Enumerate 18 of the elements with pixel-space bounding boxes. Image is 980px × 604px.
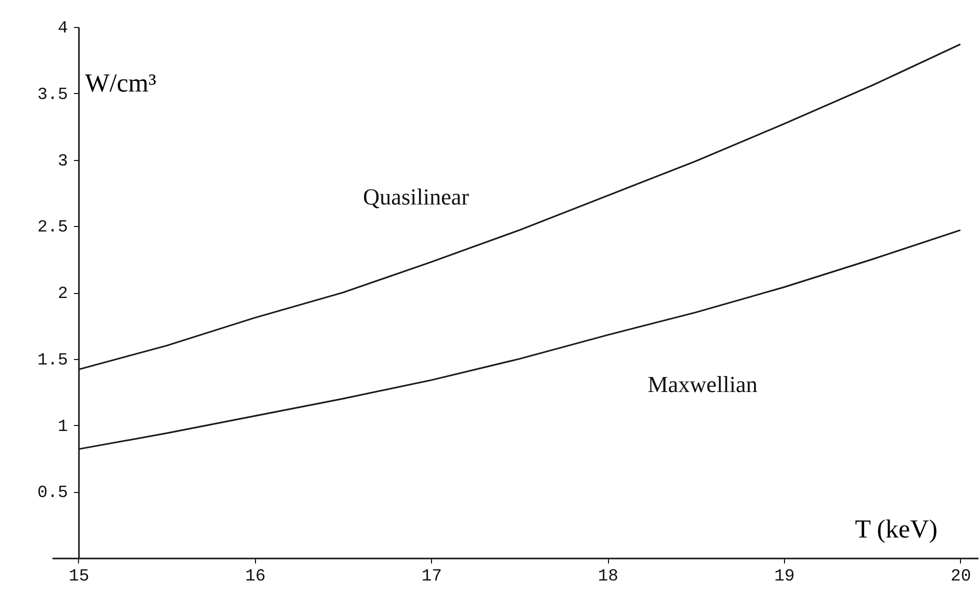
y-tick-label: 3.5	[37, 86, 68, 105]
x-axis-title: T (keV)	[854, 514, 938, 544]
y-tick-label: 2.5	[37, 218, 68, 238]
x-tick-label: 15	[68, 568, 90, 586]
y-axis-title: W/cm³	[84, 68, 156, 98]
y-tick-label: 1.5	[37, 351, 68, 370]
y-tick-label: 4	[58, 20, 68, 38]
series-label: Maxwellian	[648, 372, 758, 397]
series-label: Quasilinear	[363, 184, 470, 210]
y-tick-label: 2	[58, 285, 68, 304]
y-tick-label: 0.5	[37, 484, 68, 504]
x-tick-label: 19	[774, 568, 795, 586]
x-tick-label: 20	[950, 568, 972, 586]
y-tick-label: 1	[58, 418, 68, 437]
x-tick-label: 18	[598, 568, 618, 586]
x-tick-label: 16	[245, 568, 266, 586]
x-tick-label: 17	[422, 568, 442, 586]
y-tick-label: 3	[58, 152, 68, 172]
